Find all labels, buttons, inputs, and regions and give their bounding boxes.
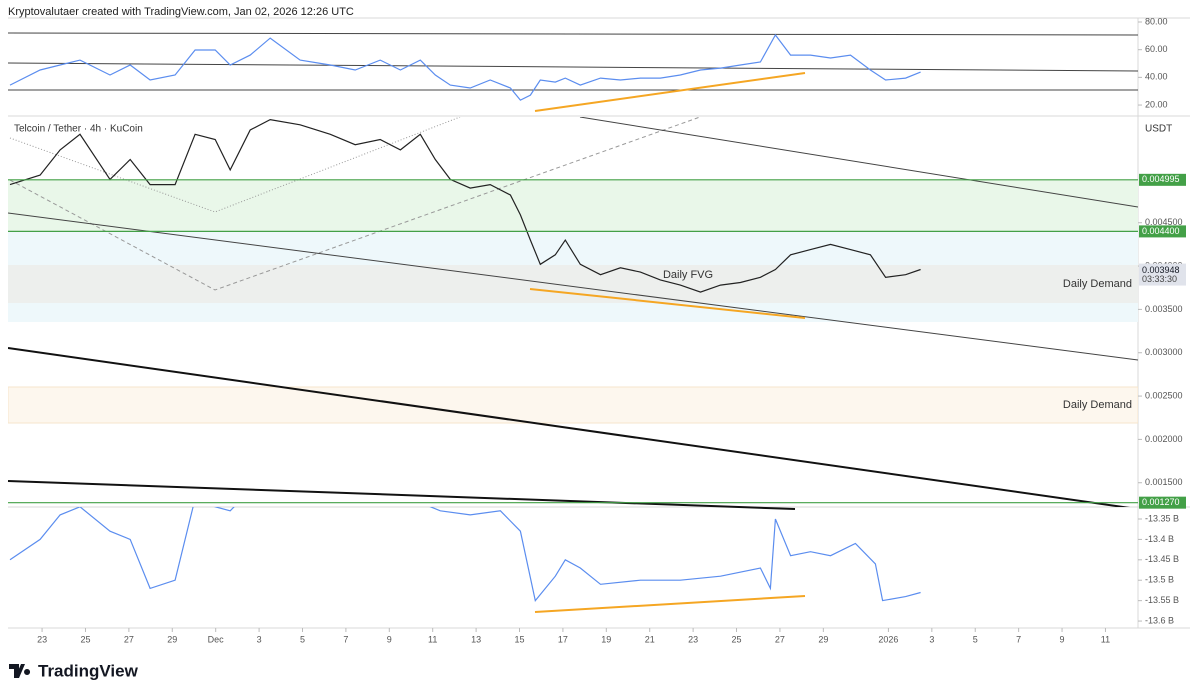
rsi-line <box>8 62 1138 72</box>
x-tick-label: 17 <box>558 634 568 644</box>
y-tick-label: -13.35 B <box>1145 513 1179 523</box>
y-tick-label: 20.00 <box>1145 99 1168 109</box>
x-tick-label: 9 <box>1060 634 1065 644</box>
level-label-box <box>1139 496 1186 509</box>
level-label: 0.004995 <box>1142 174 1180 184</box>
countdown-label: 03:33:30 <box>1142 274 1177 284</box>
y-tick-label: -13.55 B <box>1145 595 1179 605</box>
currency-label: USDT <box>1145 124 1172 135</box>
x-tick-label: 5 <box>973 634 978 644</box>
x-tick-label: 7 <box>343 634 348 644</box>
x-tick-label: 19 <box>601 634 611 644</box>
y-tick-label: -13.6 B <box>1145 615 1174 625</box>
trend-line <box>7 480 796 510</box>
y-tick-label: 0.001500 <box>1145 477 1183 487</box>
x-tick-label: 3 <box>257 634 262 644</box>
level-label: 0.004400 <box>1142 226 1180 236</box>
x-tick-label: 15 <box>514 634 524 644</box>
footer-brand: TradingView <box>38 661 139 680</box>
demand-zone-lower <box>8 386 1138 424</box>
header: Kryptovalutaer created with TradingView.… <box>8 6 354 18</box>
divergence-line <box>534 595 806 613</box>
y-tick-label: 0.002500 <box>1145 390 1183 400</box>
trend-line <box>8 212 1138 361</box>
y-tick-label: 40.00 <box>1145 72 1168 82</box>
x-tick-label: 23 <box>37 634 47 644</box>
x-tick-label: 29 <box>818 634 828 644</box>
trend-line <box>579 117 1138 208</box>
y-tick-label: -13.5 B <box>1145 575 1174 585</box>
y-tick-label: 60.00 <box>1145 44 1168 54</box>
x-tick-label: 21 <box>645 634 655 644</box>
y-tick-label: 0.003500 <box>1145 304 1183 314</box>
y-tick-label: -13.4 B <box>1145 534 1174 544</box>
y-tick-label: 80.00 <box>1145 16 1168 26</box>
divergence-line <box>529 288 806 319</box>
fvg-zone <box>8 265 1138 303</box>
x-tick-label: 5 <box>300 634 305 644</box>
level-label: 0.001270 <box>1142 497 1180 507</box>
rsi-drawings <box>8 32 1138 112</box>
supply-zone <box>8 180 1138 232</box>
annotation: Daily FVG <box>663 269 713 281</box>
pane <box>9 33 921 101</box>
series-line <box>9 118 921 293</box>
pane <box>9 507 921 602</box>
x-tick-label: Dec <box>208 634 225 644</box>
last-price-label: 0.003948 <box>1142 265 1180 275</box>
x-tick-label: 11 <box>1101 634 1110 644</box>
dotted-line <box>9 117 461 213</box>
x-tick-label: 29 <box>167 634 177 644</box>
marks: 80.0060.0040.0020.000.0045000.0040000.00… <box>8 16 1186 644</box>
annotation: Daily Demand <box>1063 399 1132 411</box>
zones <box>8 117 1138 507</box>
trend-line <box>8 347 1131 507</box>
y-tick-label: 0.002000 <box>1145 434 1183 444</box>
divergence-line <box>534 72 806 112</box>
x-tick-label: 23 <box>688 634 698 644</box>
x-tick-label: 25 <box>80 634 90 644</box>
y-tick-label: -13.45 B <box>1145 554 1179 564</box>
x-tick-label: 11 <box>428 634 437 644</box>
last-price-box <box>1139 263 1186 286</box>
x-tick-label: 7 <box>1016 634 1021 644</box>
x-tick-label: 13 <box>471 634 481 644</box>
rsi-line <box>8 32 1138 36</box>
series-line <box>9 507 921 602</box>
x-tick-label: 9 <box>387 634 392 644</box>
y-tick-label: 0.004500 <box>1145 217 1183 227</box>
annotation: Daily Demand <box>1063 278 1132 290</box>
chart-title: Telcoin / Tether · 4h · KuCoin <box>14 124 143 135</box>
x-tick-label: 3 <box>929 634 934 644</box>
level-label-box <box>1139 225 1186 238</box>
x-tick-label: 27 <box>124 634 134 644</box>
dashed-line <box>9 117 701 291</box>
logo-icon <box>9 664 31 678</box>
y-tick-label: 0.003000 <box>1145 347 1183 357</box>
x-tick-label: 25 <box>732 634 742 644</box>
x-tick-label: 2026 <box>878 634 898 644</box>
level-label-box <box>1139 173 1186 186</box>
x-tick-label: 27 <box>775 634 785 644</box>
pane <box>9 118 921 293</box>
series-line <box>9 33 921 101</box>
logo: TradingView <box>9 661 139 680</box>
